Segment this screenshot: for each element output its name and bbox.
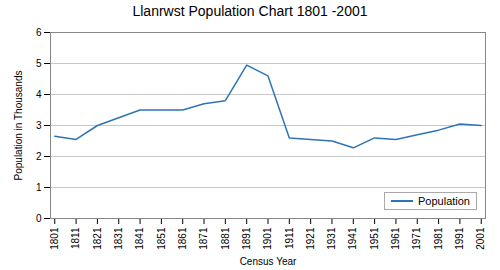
svg-text:1: 1 <box>36 182 42 193</box>
svg-text:1901: 1901 <box>262 227 273 250</box>
svg-text:1861: 1861 <box>177 227 188 250</box>
svg-text:1881: 1881 <box>220 227 231 250</box>
svg-text:Population in Thousands: Population in Thousands <box>13 71 24 181</box>
svg-text:1991: 1991 <box>454 227 465 250</box>
svg-text:1931: 1931 <box>326 227 337 250</box>
svg-text:2: 2 <box>36 151 42 162</box>
svg-text:1801: 1801 <box>49 227 60 250</box>
svg-text:3: 3 <box>36 120 42 131</box>
svg-text:1961: 1961 <box>390 227 401 250</box>
svg-text:5: 5 <box>36 58 42 69</box>
svg-text:1921: 1921 <box>305 227 316 250</box>
svg-text:0: 0 <box>36 213 42 224</box>
svg-text:1811: 1811 <box>70 227 81 249</box>
svg-text:1871: 1871 <box>198 227 209 250</box>
svg-text:1831: 1831 <box>113 227 124 250</box>
svg-text:2001: 2001 <box>475 227 486 250</box>
svg-text:1851: 1851 <box>156 227 167 250</box>
svg-text:6: 6 <box>36 27 42 38</box>
svg-text:Census Year: Census Year <box>240 256 297 267</box>
svg-text:1821: 1821 <box>92 227 103 250</box>
svg-text:1941: 1941 <box>347 227 358 250</box>
svg-text:4: 4 <box>36 89 42 100</box>
svg-text:1981: 1981 <box>433 227 444 250</box>
svg-text:1971: 1971 <box>411 227 422 250</box>
svg-text:1891: 1891 <box>241 227 252 250</box>
svg-text:1951: 1951 <box>369 227 380 250</box>
svg-text:1841: 1841 <box>134 227 145 250</box>
svg-text:1911: 1911 <box>284 227 295 249</box>
html-text:Population: Population <box>418 195 470 207</box>
html-text:Llanrwst Population Chart 1801: Llanrwst Population Chart 1801 -2001 <box>132 3 368 19</box>
